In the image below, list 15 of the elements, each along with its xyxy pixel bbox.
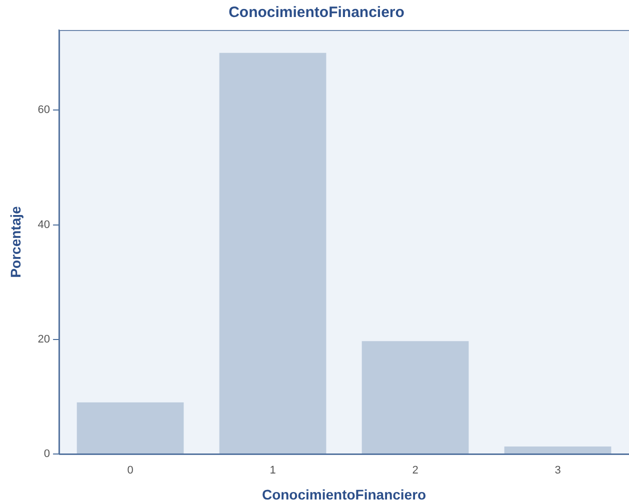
bar [362,341,469,454]
y-tick-label: 0 [44,448,50,460]
bar [76,402,184,454]
x-axis-title: ConocimientoFinanciero [262,486,426,502]
x-tick-label: 0 [127,464,134,477]
x-tick-label: 1 [270,464,276,477]
y-tick-label: 60 [38,104,50,116]
y-tick-label: 40 [38,218,50,231]
y-tick-label: 20 [38,333,50,346]
bar [219,52,326,454]
x-tick-label: 3 [554,464,561,477]
bar [504,446,612,454]
x-tick-label: 2 [412,464,418,477]
y-axis-title: Porcentaje [7,206,24,278]
chart-title: ConocimientoFinanciero [228,4,404,22]
